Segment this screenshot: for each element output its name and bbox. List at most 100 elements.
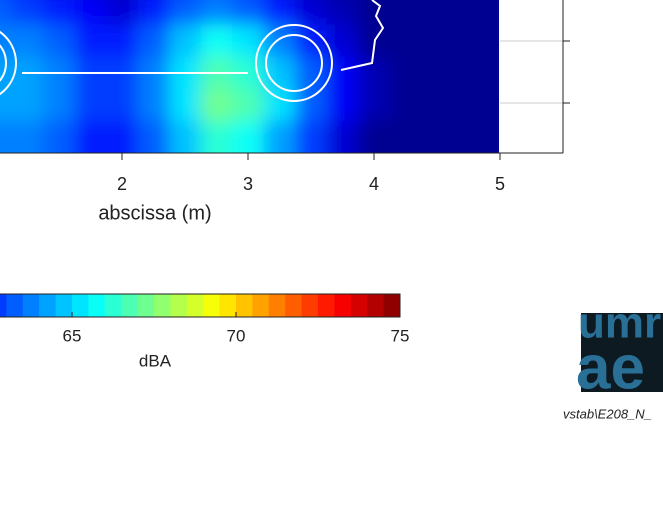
heat-cell bbox=[11, 24, 44, 57]
source-ring bbox=[255, 24, 333, 102]
heat-cell bbox=[106, 120, 139, 153]
colorbar-swatch bbox=[350, 294, 368, 317]
heat-cell bbox=[389, 0, 422, 25]
logo-bg bbox=[581, 313, 663, 392]
colorbar-swatch bbox=[301, 294, 319, 317]
heat-cell bbox=[484, 24, 499, 57]
x-tick-label: 2 bbox=[117, 174, 127, 194]
heat-cell bbox=[326, 120, 359, 153]
heat-cell bbox=[106, 88, 139, 122]
annotations bbox=[0, 0, 385, 102]
heat-cell bbox=[232, 88, 265, 122]
heat-cell bbox=[484, 0, 499, 25]
colorbar-swatch bbox=[334, 294, 352, 317]
heat-cell bbox=[137, 120, 170, 153]
heat-cell bbox=[43, 0, 76, 25]
heat-cell bbox=[452, 24, 485, 57]
heat-cell bbox=[358, 0, 391, 25]
heat-cell bbox=[232, 0, 265, 25]
colorbar-swatch bbox=[22, 294, 40, 317]
heat-cell bbox=[74, 0, 107, 25]
heat-cell bbox=[43, 88, 76, 122]
heat-cell bbox=[0, 120, 13, 153]
colorbar-swatch bbox=[72, 294, 89, 317]
colorbar-swatch bbox=[39, 294, 56, 317]
heat-cell bbox=[11, 88, 44, 122]
heat-cell bbox=[74, 88, 107, 122]
heat-cell bbox=[200, 120, 233, 153]
heat-cell bbox=[452, 120, 485, 153]
colorbar-tick-label: 70 bbox=[227, 326, 246, 345]
heat-cell bbox=[106, 24, 139, 57]
colorbar-swatch bbox=[6, 294, 24, 317]
heat-cell bbox=[389, 24, 422, 57]
colorbar-swatch bbox=[203, 294, 220, 317]
heat-cell bbox=[326, 88, 359, 122]
colorbar-swatch bbox=[104, 294, 122, 317]
colorbar-swatch bbox=[55, 294, 73, 317]
heat-cell bbox=[106, 0, 139, 25]
heat-cell bbox=[43, 24, 76, 57]
heat-cell bbox=[169, 120, 202, 153]
heat-cell bbox=[200, 88, 233, 122]
heat-cell bbox=[263, 56, 296, 90]
colorbar-swatch bbox=[268, 294, 286, 317]
heat-cell bbox=[326, 0, 359, 25]
colorbar-tick-label: 65 bbox=[63, 326, 82, 345]
source-ring bbox=[0, 30, 17, 96]
heat-cell bbox=[452, 56, 485, 90]
colorbar-swatch bbox=[170, 294, 188, 317]
heat-cell bbox=[43, 120, 76, 153]
heat-cell bbox=[137, 0, 170, 25]
heat-cell bbox=[0, 88, 13, 122]
heat-cell bbox=[0, 56, 13, 90]
colorbar-swatch bbox=[318, 294, 335, 317]
contour-line bbox=[340, 0, 385, 71]
heat-cell bbox=[421, 56, 454, 90]
colorbar-swatch bbox=[236, 294, 253, 317]
heat-cell bbox=[295, 0, 328, 25]
logo-text: umr bbox=[578, 299, 661, 348]
colorbar-swatch bbox=[285, 294, 302, 317]
heat-cell bbox=[421, 24, 454, 57]
source-ring bbox=[265, 34, 323, 92]
heat-cell bbox=[484, 88, 499, 122]
heat-cell bbox=[200, 0, 233, 25]
colorbar-swatch bbox=[219, 294, 237, 317]
heat-cell bbox=[358, 56, 391, 90]
colorbar-label: dBA bbox=[139, 351, 172, 370]
heat-cell bbox=[389, 56, 422, 90]
colorbar-tick-label: 75 bbox=[391, 326, 410, 345]
heat-cell bbox=[484, 56, 499, 90]
heat-cell bbox=[389, 88, 422, 122]
heat-cell bbox=[421, 0, 454, 25]
logo-text: ae bbox=[576, 333, 645, 402]
heat-cell bbox=[295, 88, 328, 122]
colorbar-swatch bbox=[383, 294, 401, 317]
heat-cell bbox=[74, 24, 107, 57]
source-ring bbox=[0, 44, 7, 82]
colorbar: 65 70 75 bbox=[0, 294, 409, 345]
colorbar-swatch bbox=[186, 294, 204, 317]
heat-cell bbox=[137, 88, 170, 122]
heat-cell bbox=[169, 24, 202, 57]
heat-cell bbox=[358, 88, 391, 122]
heat-cell bbox=[295, 120, 328, 153]
heat-cell bbox=[263, 120, 296, 153]
heat-cell bbox=[421, 88, 454, 122]
heat-cell bbox=[232, 24, 265, 57]
heat-cell bbox=[74, 120, 107, 153]
heat-cell bbox=[11, 120, 44, 153]
colorbar-swatch bbox=[121, 294, 138, 317]
heat-cell bbox=[169, 88, 202, 122]
heat-cell bbox=[11, 0, 44, 25]
x-tick-label: 3 bbox=[243, 174, 253, 194]
heat-cell bbox=[484, 120, 499, 153]
heat-cell bbox=[358, 120, 391, 153]
heatmap bbox=[0, 0, 499, 153]
heat-cell bbox=[326, 24, 359, 57]
heat-cell bbox=[200, 24, 233, 57]
heat-cell bbox=[137, 24, 170, 57]
